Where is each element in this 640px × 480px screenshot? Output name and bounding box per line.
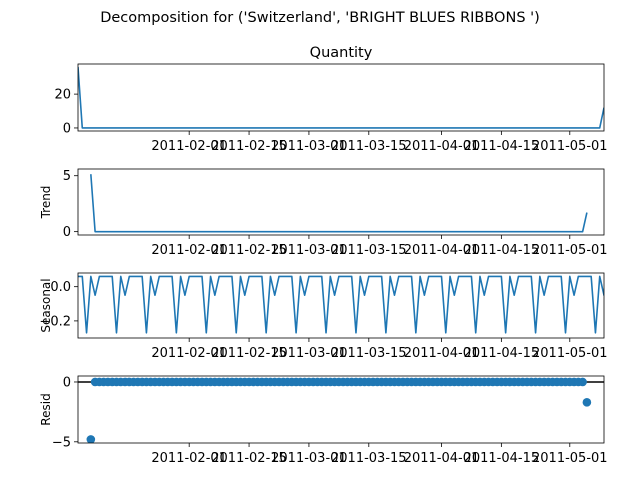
y-tick-label: −5 — [52, 435, 71, 450]
series-line — [90, 174, 588, 233]
x-tick-label: 2011-03-15 — [331, 243, 407, 258]
axes-frame — [77, 375, 605, 444]
series-observed — [78, 66, 604, 129]
data-point — [582, 398, 592, 407]
panel-observed: 0 20 2011-02-012011-02-152011-03-012011-03… — [54, 45, 607, 154]
x-tick-label: 2011-03-01 — [271, 243, 347, 258]
series-trend — [90, 174, 588, 233]
x-tick-label: 2011-04-01 — [404, 243, 480, 258]
y-tick-label: 0 — [63, 225, 71, 240]
series-line — [78, 66, 604, 129]
data-point — [578, 377, 587, 387]
x-tick-label: 2011-04-15 — [464, 243, 540, 258]
x-tick-label: 2011-02-01 — [151, 243, 227, 258]
x-tick-label: 2011-04-01 — [404, 451, 480, 466]
x-tick-label: 2011-02-01 — [151, 451, 227, 466]
series-seasonal — [78, 275, 604, 334]
x-tick-label: 2011-03-01 — [271, 451, 347, 466]
x-tick-label: 2011-02-15 — [211, 346, 287, 361]
y-tick-label: 0 — [63, 375, 71, 390]
axes-frame — [77, 272, 605, 339]
y-axis-label: Seasonal — [39, 278, 53, 332]
series-resid — [86, 377, 592, 443]
y-tick-label: 5 — [63, 169, 71, 184]
x-tick-label: 2011-02-15 — [211, 139, 287, 154]
x-tick-label: 2011-04-01 — [404, 346, 480, 361]
axes-frame — [77, 63, 605, 132]
panel-resid: 0 −5 2011-02-012011-02-152011-03-012011-03… — [39, 375, 608, 466]
y-tick-label: −0.2 — [39, 314, 71, 329]
x-tick-label: 2011-04-15 — [464, 346, 540, 361]
x-tick-label: 2011-03-01 — [271, 139, 347, 154]
y-tick-label: 0 — [63, 121, 71, 136]
axes-frame — [77, 168, 605, 236]
chart-panels: 0202011-02-012011-02-152011-03-012011-03… — [39, 45, 608, 466]
x-tick-label: 2011-03-15 — [331, 451, 407, 466]
x-tick-label: 2011-04-01 — [404, 139, 480, 154]
x-tick-label: 2011-02-01 — [151, 346, 227, 361]
panel-seasonal: 0.0−0.22011-02-012011-02-152011-03-01201… — [39, 272, 608, 361]
x-tick-label: 2011-05-01 — [532, 451, 608, 466]
x-tick-label: 2011-03-15 — [331, 139, 407, 154]
y-axis-label: Resid — [39, 393, 53, 425]
x-tick-label: 2011-04-15 — [464, 451, 540, 466]
panel-title: Quantity — [310, 45, 373, 61]
data-point — [86, 435, 96, 443]
figure-suptitle: Decomposition for ('Switzerland', 'BRIGH… — [100, 10, 540, 26]
series-line — [78, 275, 604, 334]
x-tick-label: 2011-04-15 — [464, 139, 540, 154]
x-tick-label: 2011-05-01 — [532, 139, 608, 154]
y-tick-label: 20 — [54, 88, 71, 103]
x-tick-label: 2011-02-01 — [151, 139, 227, 154]
x-tick-label: 2011-03-01 — [271, 346, 347, 361]
x-tick-label: 2011-02-15 — [211, 451, 287, 466]
x-tick-label: 2011-05-01 — [532, 346, 608, 361]
x-tick-label: 2011-02-15 — [211, 243, 287, 258]
panel-trend: 0 5 2011-02-012011-02-152011-03-012011-03-… — [39, 168, 608, 258]
x-tick-label: 2011-03-15 — [331, 346, 407, 361]
y-axis-label: Trend — [39, 186, 53, 220]
x-tick-label: 2011-05-01 — [532, 243, 608, 258]
y-tick-label: 0.0 — [50, 280, 71, 295]
